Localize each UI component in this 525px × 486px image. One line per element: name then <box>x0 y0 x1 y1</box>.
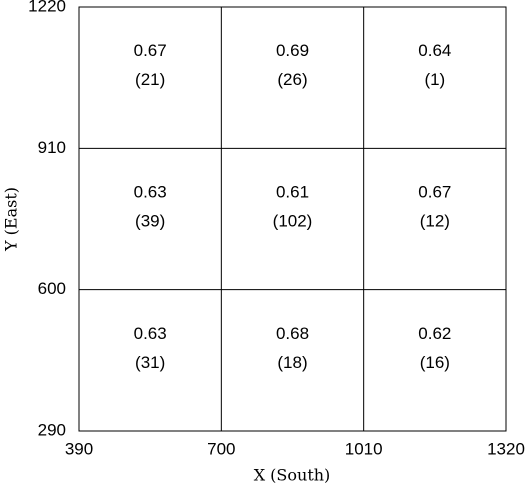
x-tick-label: 390 <box>65 439 93 458</box>
cell-count: (39) <box>135 211 165 230</box>
cell-count: (12) <box>420 211 450 230</box>
y-tick-label: 290 <box>38 420 66 439</box>
y-tick-label: 1220 <box>28 0 66 15</box>
x-axis-label: X (South) <box>254 466 331 485</box>
cell-count: (21) <box>135 70 165 89</box>
cell-count: (18) <box>277 353 307 372</box>
y-axis-label: Y (East) <box>2 187 21 252</box>
cell-value: 0.63 <box>134 182 167 201</box>
y-tick-label: 910 <box>38 138 66 157</box>
cell-value: 0.67 <box>134 41 167 60</box>
cell-value: 0.62 <box>418 324 451 343</box>
cell-count: (16) <box>420 353 450 372</box>
cell-value: 0.64 <box>418 41 451 60</box>
cell-value: 0.63 <box>134 324 167 343</box>
cell-value: 0.67 <box>418 182 451 201</box>
x-tick-label: 1010 <box>345 439 383 458</box>
cell-count: (1) <box>424 70 445 89</box>
cell-value: 0.61 <box>276 182 309 201</box>
cell-value: 0.69 <box>276 41 309 60</box>
cell-value: 0.68 <box>276 324 309 343</box>
y-tick-label: 600 <box>38 279 66 298</box>
cell-count: (31) <box>135 353 165 372</box>
x-tick-label: 1320 <box>487 439 525 458</box>
cell-count: (102) <box>273 211 313 230</box>
cell-count: (26) <box>277 70 307 89</box>
x-tick-label: 700 <box>207 439 235 458</box>
